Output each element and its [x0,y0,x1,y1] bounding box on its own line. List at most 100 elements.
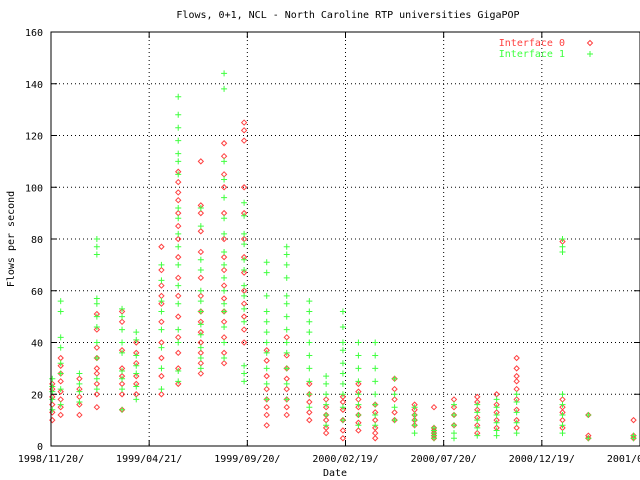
interface-1-point [175,171,182,178]
interface-0-point [220,266,228,274]
interface-1-point [93,323,100,330]
interface-1-point [175,282,182,289]
x-tick-label: 2000/12/19/ [509,454,575,465]
legend-marker [587,51,593,57]
interface-1-point [493,427,500,434]
interface-0-point [76,393,83,401]
interface-0-point [57,378,64,385]
interface-1-point [372,352,379,359]
interface-1-point [133,383,140,390]
interface-1-point [93,339,100,346]
interface-1-point [411,417,418,424]
interface-1-point [372,422,379,429]
interface-0-point [306,398,313,406]
interface-1-point [372,365,379,372]
interface-1-point [559,401,566,408]
interface-1-point [93,355,100,362]
interface-0-point [57,388,64,395]
interface-0-point [513,378,520,385]
interface-1-point [241,241,248,248]
interface-0-point [76,411,83,419]
interface-1-point [93,375,100,382]
interface-0-point [263,357,270,364]
interface-1-point [119,386,126,393]
interface-1-point [339,417,346,424]
interface-1-point [76,380,83,387]
y-tick-label: 100 [25,183,43,194]
interface-0-point [118,391,126,398]
interface-0-point [57,362,64,369]
interface-0-point [430,403,438,411]
interface-1-point [133,396,140,403]
interface-0-point [220,295,228,302]
interface-0-point [339,393,347,401]
interface-1-point [241,199,248,206]
interface-1-point [93,386,100,393]
interface-1-point [306,352,313,359]
interface-0-point [322,416,330,424]
interface-1-point [175,150,182,157]
interface-0-point [197,359,205,367]
interface-1-point [133,370,140,377]
interface-1-point [119,375,126,382]
interface-0-point [513,354,520,362]
interface-1-point [411,430,418,437]
interface-1-point [119,313,126,320]
interface-1-point [391,391,398,398]
interface-1-point [283,365,290,372]
interface-1-point [306,391,313,398]
interface-0-point [197,349,205,357]
interface-1-point [175,378,182,385]
interface-0-point [175,349,182,357]
interface-1-point [355,422,362,429]
interface-1-point [158,365,165,372]
interface-0-point [57,354,64,362]
interface-0-point [450,396,458,403]
interface-1-point [221,248,228,255]
series-1 [49,70,637,442]
interface-1-point [339,347,346,354]
interface-0-point [220,152,228,160]
interface-0-point [175,196,182,204]
interface-1-point [241,362,248,369]
interface-0-point [306,380,313,388]
interface-0-point [630,416,637,424]
interface-1-point [263,339,270,346]
interface-0-point [240,119,248,126]
interface-0-point [240,137,248,144]
interface-0-point [93,403,101,411]
interface-1-point [175,111,182,118]
y-tick-label: 0 [37,442,43,453]
interface-0-point [559,416,566,424]
interface-1-point [175,367,182,374]
interface-1-point [93,236,100,242]
interface-1-point [158,344,165,351]
interface-1-point [559,422,566,429]
interface-1-point [474,424,481,431]
interface-1-point [197,321,204,328]
interface-0-point [263,422,270,429]
interface-1-point [493,419,500,426]
interface-0-point [158,300,165,307]
interface-1-point [221,308,228,315]
interface-1-point [93,300,100,307]
interface-0-point [263,403,270,411]
interface-0-point [559,403,566,411]
interface-1-point [158,386,165,393]
interface-0-point [306,416,313,424]
interface-1-point [493,432,500,439]
interface-1-point [411,422,418,429]
interface-1-point [451,422,457,429]
interface-1-point [263,308,270,315]
interface-1-point [263,329,270,336]
interface-1-point [133,336,140,343]
interface-1-point [49,388,56,395]
interface-1-point [241,318,248,325]
interface-0-point [57,396,64,403]
interface-1-point [175,300,182,307]
interface-0-point [175,380,182,388]
interface-0-point [391,385,398,393]
interface-0-point [175,292,182,300]
interface-1-point [175,204,182,211]
